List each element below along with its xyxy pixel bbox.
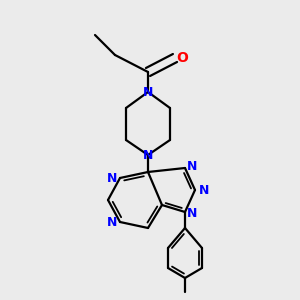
Text: N: N (187, 207, 198, 220)
Text: O: O (177, 51, 188, 65)
Text: N: N (187, 160, 198, 173)
Text: N: N (143, 85, 153, 98)
Text: N: N (143, 148, 153, 161)
Text: N: N (199, 184, 209, 196)
Text: N: N (107, 172, 118, 184)
Text: N: N (107, 215, 118, 229)
